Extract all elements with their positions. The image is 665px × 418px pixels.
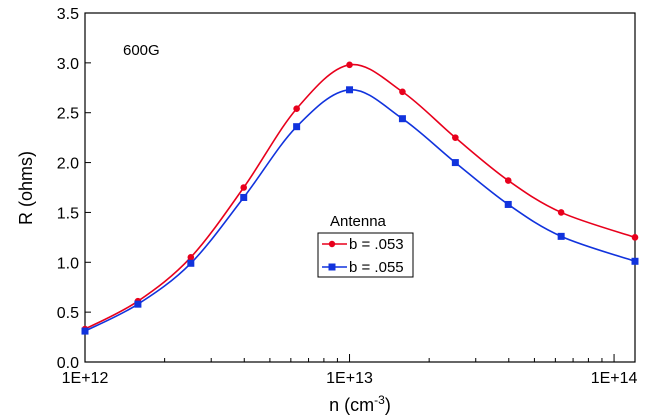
series-1-point [504, 200, 512, 208]
series-1-point [134, 300, 142, 308]
legend-title: Antenna [330, 213, 387, 230]
series-0-point [399, 88, 406, 96]
x-tick-label: 1E+14 [591, 370, 638, 387]
x-tick-label: 1E+12 [62, 370, 109, 387]
series-1-point [240, 193, 248, 201]
series-0-point [187, 253, 195, 261]
series-1-point [631, 257, 639, 265]
series-0-point [346, 61, 353, 69]
legend-marker-b053 [328, 240, 336, 248]
x-axis-title-superscript: -3 [374, 393, 385, 407]
y-tick-label: 3.5 [57, 6, 79, 23]
y-axis-title: R (ohms) [16, 151, 36, 225]
x-axis-title-main: n (cm [329, 395, 374, 415]
x-axis-title: n (cm-3) [329, 393, 391, 415]
x-tick-label: 1E+13 [326, 370, 373, 387]
series-1-point [81, 327, 89, 335]
series-line-1 [84, 88, 636, 332]
series-0-point [557, 209, 565, 216]
y-tick-label: 0.0 [57, 355, 79, 372]
series-0-point [240, 184, 248, 191]
series-0-point [504, 177, 512, 184]
legend: Antenna b = .053 b = .055 [317, 213, 414, 278]
y-tick-label: 1.0 [57, 255, 79, 272]
y-tick-label: 0.5 [57, 305, 79, 322]
series-1-point [293, 123, 301, 131]
series-1-point [187, 259, 195, 267]
y-tick-label: 2.0 [57, 156, 79, 173]
legend-marker-b055 [328, 263, 336, 271]
y-tick-label: 3.0 [57, 56, 79, 73]
y-tick-label: 2.5 [57, 106, 79, 123]
series-0-point [631, 234, 639, 241]
series-line-0 [84, 63, 636, 330]
series-1-point [398, 115, 406, 123]
ticks: 0.0 0.5 1.0 1.5 2.0 2.5 3.0 3.5 1E+12 1E+13 1E+14 [57, 6, 638, 387]
annotation-field-label: 600G [123, 42, 160, 59]
legend-label-b055: b = .055 [349, 259, 404, 276]
y-tick-label: 1.5 [57, 205, 79, 222]
series-markers [81, 61, 639, 335]
series-1-point [451, 159, 459, 167]
series-0-point [452, 134, 459, 141]
x-axis-title-close: ) [385, 395, 391, 415]
series-1-point [346, 86, 354, 94]
series-1-point [557, 232, 565, 240]
legend-label-b053: b = .053 [349, 236, 404, 253]
series-curves [84, 63, 636, 332]
series-0-point [293, 105, 300, 113]
plot-frame [84, 12, 636, 363]
